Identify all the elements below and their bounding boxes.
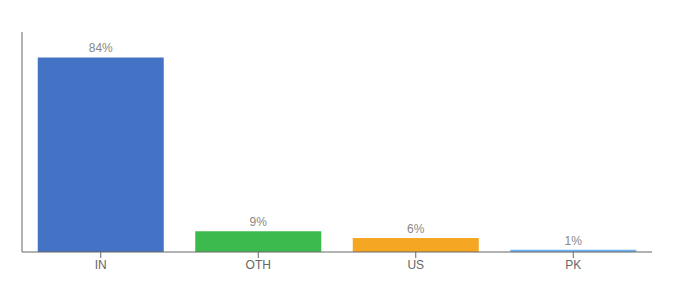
svg-text:9%: 9% (250, 215, 268, 229)
svg-text:1%: 1% (565, 234, 583, 248)
svg-text:IN: IN (95, 258, 107, 272)
svg-text:US: US (407, 258, 424, 272)
svg-text:6%: 6% (407, 222, 425, 236)
svg-text:OTH: OTH (246, 258, 271, 272)
svg-text:PK: PK (565, 258, 581, 272)
svg-text:84%: 84% (89, 41, 113, 55)
